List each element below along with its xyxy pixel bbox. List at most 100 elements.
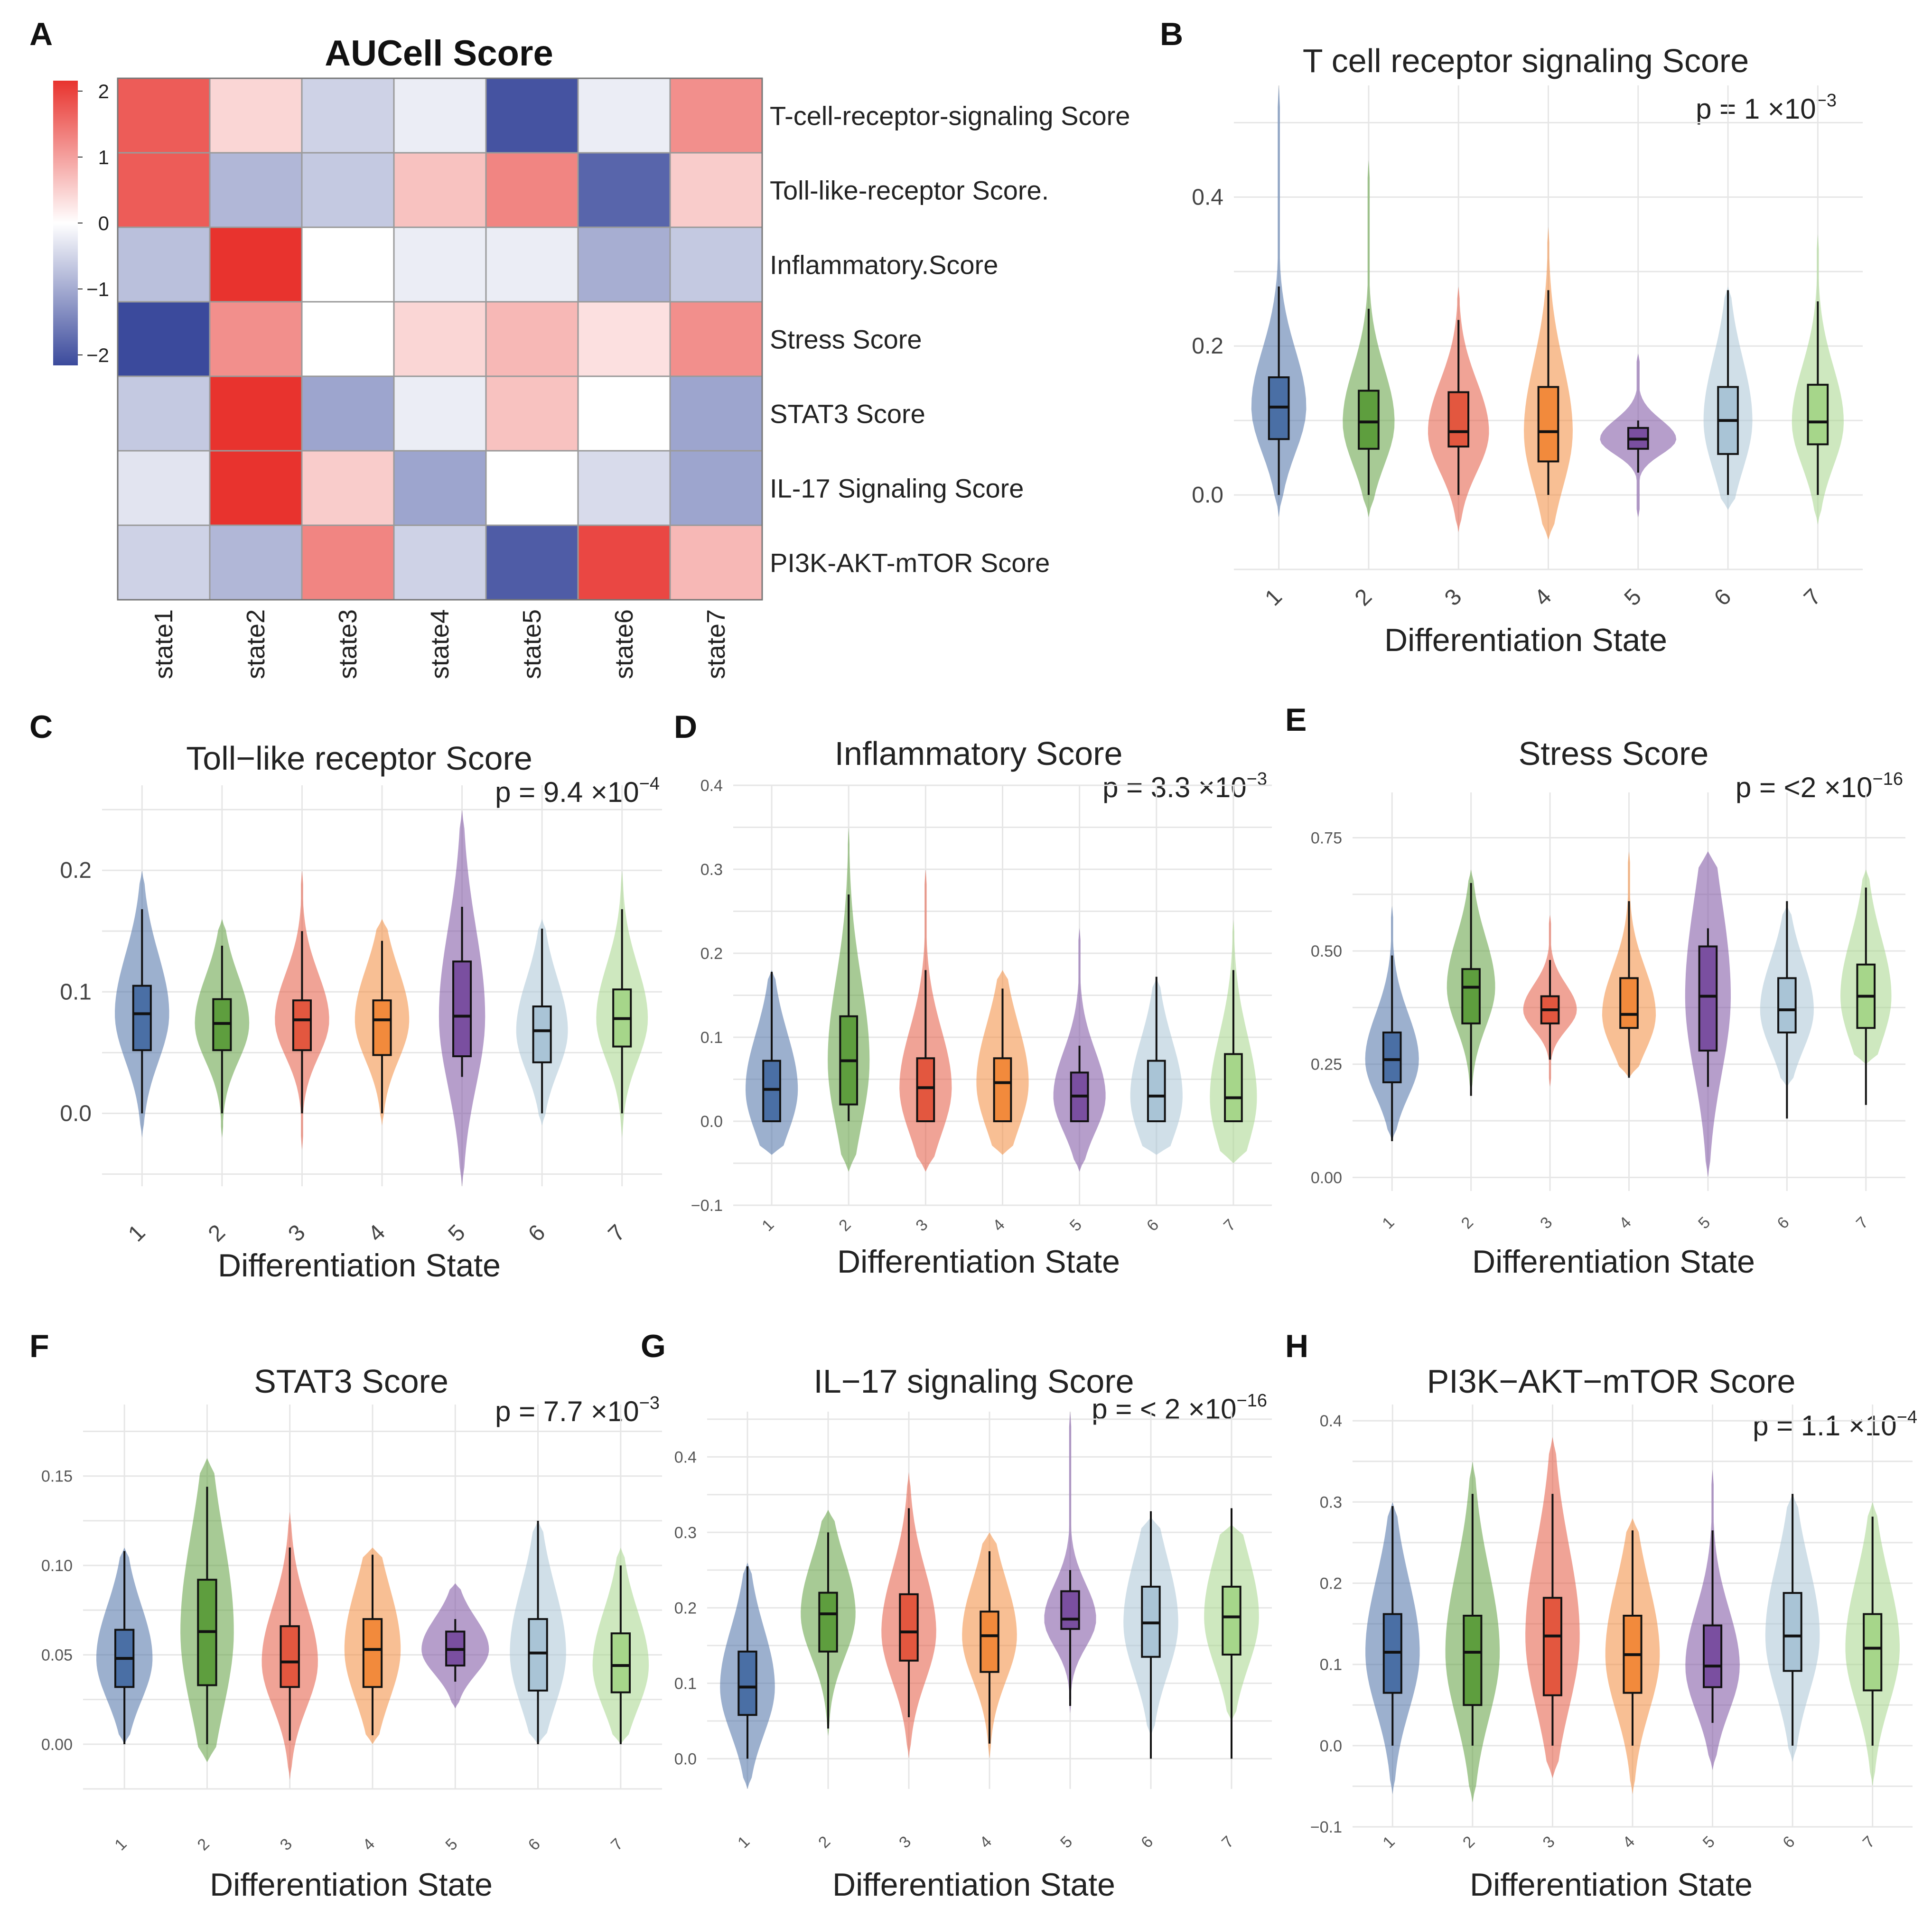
heatmap-row-label: T-cell-receptor-signaling Score <box>770 101 1130 131</box>
heatmap-cell <box>485 524 579 601</box>
heatmap-cell <box>209 301 303 377</box>
heatmap-cell <box>669 375 763 452</box>
panel-h: H PI3K−AKT−mTOR Score p = 1.1 ×10−4 −0.1 0.0… <box>1285 1328 1917 1903</box>
panel-e: E Stress Score p = <2 ×10−16 0.00 0.25 0.50 0.… <box>1285 702 1905 1280</box>
y-tick-label: 0.2 <box>60 858 92 883</box>
box <box>1060 1590 1080 1630</box>
chart-title: STAT3 Score <box>254 1363 448 1400</box>
y-tick-label: 0.0 <box>1192 483 1223 508</box>
heatmap-col-label: state3 <box>334 609 362 679</box>
x-tick-label: 3 <box>912 1216 931 1235</box>
box <box>1463 1615 1483 1706</box>
x-tick-label: 1 <box>1379 1833 1398 1852</box>
p-value-exponent: −4 <box>1897 1407 1917 1427</box>
heatmap-cell <box>577 450 671 526</box>
box <box>1777 977 1797 1033</box>
heatmap-cell <box>301 375 395 452</box>
heatmap-cell <box>209 77 303 154</box>
x-tick-label: 7 <box>604 1220 630 1247</box>
y-tick-label: 0.4 <box>674 1448 697 1466</box>
x-tick-label: 4 <box>359 1835 378 1854</box>
y-tick-label: 0.2 <box>674 1599 697 1617</box>
x-tick-label: 2 <box>204 1220 230 1247</box>
p-value-exponent: −3 <box>1816 91 1837 111</box>
panel-letter-a: A <box>29 16 53 52</box>
legend-tick-label: −2 <box>86 344 109 366</box>
y-tick-label: 0.10 <box>41 1557 73 1575</box>
x-tick-label: 7 <box>1220 1216 1239 1235</box>
heatmap-row-label: IL-17 Signaling Score <box>770 474 1024 503</box>
heatmap-cell <box>577 524 671 601</box>
heatmap-cell <box>301 152 395 228</box>
panel-letter-b: B <box>1160 16 1183 52</box>
x-tick-label: 4 <box>364 1220 390 1247</box>
x-tick-label: 4 <box>976 1833 995 1852</box>
heatmap-cell <box>117 301 211 377</box>
heatmap-cell <box>577 375 671 452</box>
heatmap-cell <box>117 226 211 303</box>
x-tick-label: 6 <box>1779 1833 1798 1852</box>
x-tick-label: 1 <box>123 1220 150 1247</box>
heatmap-cell <box>577 152 671 228</box>
p-value-base: p = < 2 ×10 <box>1092 1393 1236 1425</box>
box <box>292 999 312 1052</box>
x-tick-label: 2 <box>1350 584 1377 611</box>
legend-tick-label: 0 <box>98 212 109 234</box>
x-tick-label: 5 <box>1066 1216 1085 1235</box>
box <box>1382 1031 1402 1083</box>
p-value-exponent: −16 <box>1237 1391 1267 1411</box>
y-tick-label: 0.75 <box>1311 829 1342 847</box>
p-value-exponent: −3 <box>1247 769 1267 789</box>
heatmap-cell <box>393 524 487 601</box>
heatmap-grid <box>117 77 763 601</box>
panel-letter-g: G <box>641 1328 666 1364</box>
box <box>1147 1060 1166 1123</box>
y-tick-label: 0.3 <box>700 861 723 879</box>
heatmap-cell <box>485 152 579 228</box>
heatmap-cell <box>669 301 763 377</box>
p-value-base: p = <2 ×10 <box>1736 772 1873 803</box>
x-tick-label: 1 <box>734 1833 753 1852</box>
box <box>1863 1613 1883 1692</box>
box <box>762 1060 781 1123</box>
heatmap-cell <box>301 226 395 303</box>
heatmap-border <box>117 77 763 601</box>
heatmap-cell <box>301 450 395 526</box>
y-tick-label: 0.1 <box>674 1675 697 1693</box>
heatmap-cell <box>117 375 211 452</box>
panel-letter-d: D <box>674 709 697 745</box>
x-tick-label: 3 <box>1540 1833 1559 1852</box>
p-value-base: p = 9.4 ×10 <box>495 776 639 808</box>
heatmap-col-label: state2 <box>242 609 270 679</box>
p-value: p = 9.4 ×10−4 <box>495 774 660 808</box>
y-tick-label: 0.1 <box>60 979 92 1005</box>
x-axis-label: Differentiation State <box>1384 622 1667 658</box>
heatmap-col-label: state6 <box>610 609 638 679</box>
x-tick-label: 6 <box>1143 1216 1162 1235</box>
heatmap-cell <box>393 152 487 228</box>
heatmap-cell <box>485 77 579 154</box>
x-tick-label: 5 <box>443 1220 470 1247</box>
panel-letter-e: E <box>1285 702 1307 738</box>
x-tick-label: 6 <box>525 1835 544 1854</box>
x-axis-label: Differentiation State <box>218 1247 501 1284</box>
panel-letter-c: C <box>29 709 53 745</box>
box <box>1537 386 1559 463</box>
x-tick-label: 4 <box>1530 584 1556 611</box>
heatmap-cell <box>485 450 579 526</box>
x-tick-label: 3 <box>277 1835 296 1854</box>
x-tick-label: 2 <box>835 1216 854 1235</box>
y-tick-label: 0.0 <box>60 1101 92 1126</box>
p-value-exponent: −16 <box>1873 769 1903 789</box>
box <box>1703 1624 1723 1688</box>
x-tick-label: 4 <box>989 1216 1008 1235</box>
x-axis-label: Differentiation State <box>210 1867 493 1903</box>
box <box>1358 390 1380 450</box>
x-tick-label: 1 <box>1260 584 1287 611</box>
x-axis-label: Differentiation State <box>837 1244 1120 1280</box>
x-tick-label: 2 <box>194 1835 213 1854</box>
y-tick-label: 0.00 <box>1311 1169 1342 1187</box>
heatmap-col-label: state5 <box>518 609 546 679</box>
